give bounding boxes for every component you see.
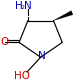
Text: HO: HO <box>14 71 30 81</box>
Text: H: H <box>15 1 23 11</box>
Text: N: N <box>38 51 46 61</box>
Text: 2: 2 <box>21 5 25 10</box>
Text: N: N <box>24 1 32 11</box>
Polygon shape <box>53 11 73 21</box>
Text: O: O <box>1 37 9 47</box>
